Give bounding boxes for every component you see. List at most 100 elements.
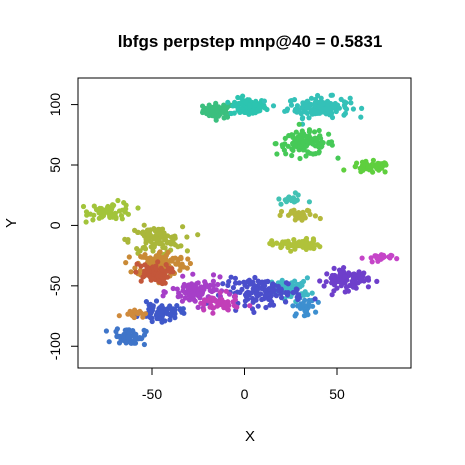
data-point (159, 303, 165, 309)
data-point (159, 226, 166, 232)
data-point (254, 288, 260, 294)
data-point (178, 254, 184, 260)
data-point (210, 278, 216, 284)
data-point (369, 259, 375, 265)
data-point (205, 284, 211, 290)
data-point (232, 280, 239, 286)
data-point (299, 116, 305, 122)
data-point (258, 291, 264, 297)
data-point (365, 275, 371, 281)
data-point (283, 290, 289, 296)
data-point (293, 136, 299, 142)
data-point (310, 151, 316, 157)
data-point (288, 102, 295, 108)
data-point (201, 301, 207, 307)
data-point (273, 292, 279, 298)
data-point (143, 299, 149, 305)
data-point (106, 339, 112, 345)
data-point (173, 261, 179, 267)
x-axis-label: X (245, 428, 255, 445)
data-point (102, 210, 108, 216)
data-point (301, 313, 307, 319)
data-point (356, 272, 362, 278)
data-point (277, 212, 283, 218)
data-point (123, 260, 129, 266)
data-point (330, 102, 336, 108)
data-point (210, 272, 217, 278)
data-point (266, 286, 272, 292)
data-point (96, 210, 102, 216)
data-point (143, 328, 149, 334)
data-point (184, 234, 190, 240)
data-point (374, 278, 380, 284)
data-point (156, 316, 162, 322)
data-point (365, 284, 371, 290)
data-point (280, 144, 286, 150)
data-point (126, 329, 132, 335)
data-point (305, 149, 311, 155)
data-point (323, 279, 329, 285)
data-point (132, 307, 138, 313)
data-point (215, 113, 222, 119)
data-point (285, 281, 291, 287)
data-point (235, 94, 241, 101)
data-point (252, 274, 258, 281)
plot-frame (77, 77, 412, 369)
data-point (343, 100, 349, 106)
data-point (306, 301, 312, 307)
data-point (201, 307, 207, 313)
data-point (337, 272, 343, 279)
data-point (155, 259, 161, 265)
data-point (83, 209, 90, 215)
data-point (304, 275, 310, 281)
data-point (159, 267, 166, 273)
data-point (370, 169, 376, 175)
data-point (310, 236, 316, 242)
data-point (211, 112, 217, 118)
points-layer (80, 92, 400, 348)
data-point (331, 282, 337, 288)
data-point (232, 275, 238, 281)
data-point (310, 303, 316, 309)
data-point (157, 311, 163, 317)
data-point (123, 206, 129, 212)
data-point (312, 296, 318, 302)
data-point (302, 138, 308, 144)
data-point (243, 109, 249, 115)
data-point (180, 306, 186, 312)
data-point (342, 289, 348, 295)
data-point (394, 256, 400, 262)
data-point (347, 95, 353, 101)
data-point (225, 282, 231, 288)
data-point (296, 121, 302, 127)
data-point (141, 222, 147, 228)
data-point (305, 242, 312, 248)
y-axis: -100 -50 0 50 100 (47, 93, 79, 360)
data-point (161, 289, 167, 295)
data-point (148, 239, 154, 245)
data-point (169, 310, 175, 316)
data-point (321, 283, 327, 289)
data-point (255, 303, 261, 309)
data-point (184, 248, 190, 254)
data-point (293, 213, 299, 219)
data-point (211, 305, 217, 311)
data-point (361, 161, 367, 167)
data-point (317, 215, 323, 222)
data-point (217, 290, 223, 296)
data-point (292, 239, 298, 245)
data-point (311, 129, 318, 135)
data-point (247, 103, 253, 109)
data-point (349, 278, 355, 284)
data-point (140, 314, 146, 320)
data-point (304, 105, 310, 111)
data-point (331, 265, 337, 271)
data-point (329, 92, 335, 98)
data-point (91, 203, 97, 209)
data-point (262, 105, 268, 111)
data-point (162, 318, 168, 324)
data-point (290, 195, 296, 201)
data-point (80, 203, 87, 210)
data-point (263, 304, 269, 311)
